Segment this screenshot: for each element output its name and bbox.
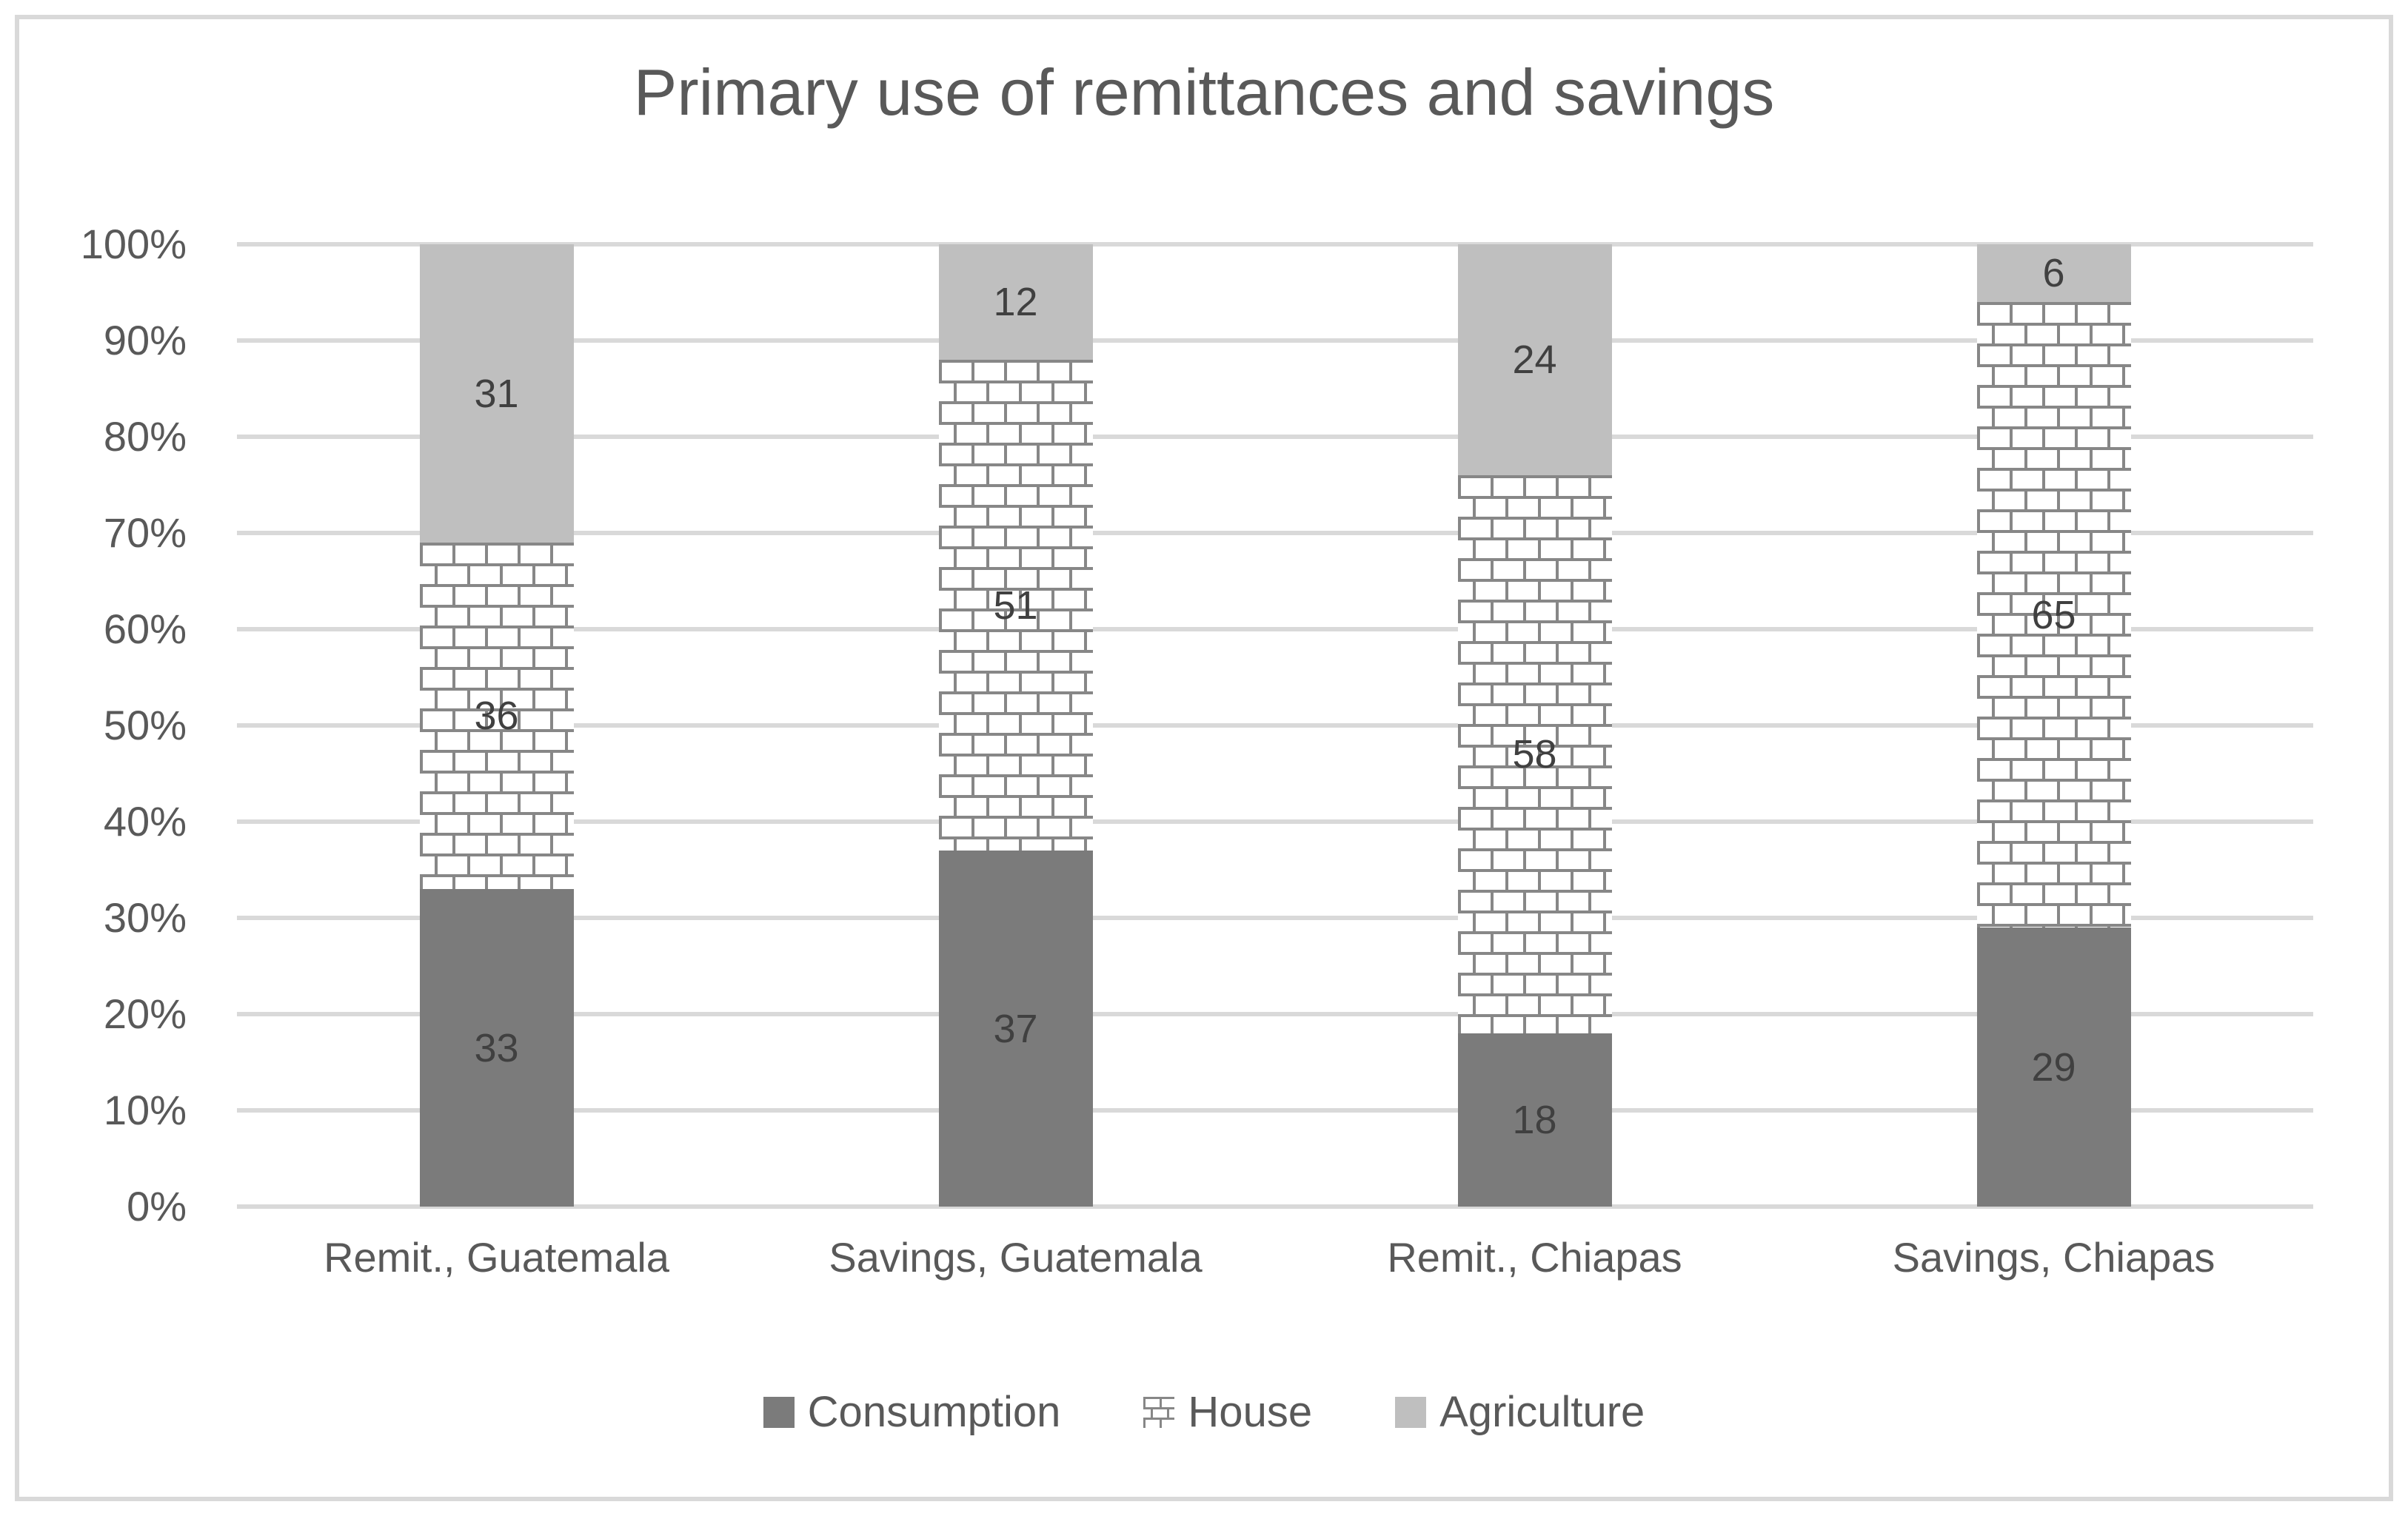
bar-segment-house: 36 [419,543,574,889]
data-label: 6 [2042,251,2065,295]
bar-segment-agriculture: 24 [1457,244,1612,475]
gridline-90% [237,338,2313,343]
x-tick-label: Remit., Chiapas [1387,1234,1682,1281]
gridline-0% [237,1204,2313,1209]
gridline-10% [237,1108,2313,1113]
y-tick-label: 30% [103,894,187,941]
data-label: 58 [1512,732,1557,777]
y-axis: 0% 10% 20% 30% 40% 50% 60% 70% 80% 90% 100% [30,221,187,1230]
x-tick-label: Remit., Guatemala [324,1234,669,1281]
x-tick-label: Savings, Guatemala [829,1234,1203,1281]
brick-fill [938,360,1093,851]
data-label: 12 [993,280,1038,324]
x-tick-label: Savings, Chiapas [1892,1234,2215,1281]
gridlines [237,242,2313,1209]
chart-title: Primary use of remittances and savings [633,56,1775,129]
legend-label: Agriculture [1439,1388,1645,1436]
gridline-20% [237,1012,2313,1016]
data-label: 24 [1512,338,1557,382]
plot-area: 33 36 31 37 51 12 18 58 24 29 65 6 [237,242,2313,1209]
y-tick-label: 0% [127,1183,187,1230]
brick-fill [1457,475,1612,1033]
bar-segment-house: 65 [1976,302,2131,928]
legend-swatch-agriculture [1395,1396,1427,1428]
stacked-bar: 18 58 24 [1457,244,1612,1207]
gridline-50% [237,723,2313,728]
y-tick-label: 50% [103,702,187,748]
bar-segment-consumption: 37 [938,851,1093,1207]
y-tick-label: 40% [103,798,187,845]
gridline-60% [237,627,2313,631]
data-label: 33 [474,1025,519,1070]
bar-segment-consumption: 29 [1976,928,2131,1207]
bar-segment-agriculture: 12 [938,244,1093,360]
legend-swatch-house [1143,1396,1175,1428]
bar-segment-consumption: 33 [419,889,574,1207]
data-label: 65 [2031,592,2076,637]
bar-slot: 37 51 12 [756,244,1275,1207]
stacked-bar: 29 65 6 [1976,244,2131,1207]
y-tick-label: 10% [103,1087,187,1133]
y-tick-label: 60% [103,606,187,652]
gridline-70% [237,531,2313,535]
brick-fill [419,543,574,889]
bars-layer: 33 36 31 37 51 12 18 58 24 29 65 6 [237,244,2313,1207]
y-tick-label: 80% [103,413,187,460]
legend-item-agriculture: Agriculture [1395,1387,1645,1437]
bar-slot: 29 65 6 [1794,244,2313,1207]
legend: Consumption House Agriculture [0,1387,2408,1437]
brick-fill [1976,302,2131,928]
gridline-40% [237,819,2313,824]
legend-label: House [1188,1388,1313,1436]
y-tick-label: 70% [103,509,187,556]
bar-segment-house: 51 [938,360,1093,851]
legend-item-consumption: Consumption [763,1387,1061,1437]
data-label: 18 [1512,1098,1557,1142]
data-label: 36 [474,694,519,738]
data-label: 29 [2031,1044,2076,1090]
y-tick-label: 100% [80,221,187,267]
data-label: 37 [993,1006,1038,1051]
bar-segment-agriculture: 6 [1976,244,2131,302]
legend-label: Consumption [807,1388,1061,1436]
stacked-bar: 37 51 12 [938,244,1093,1207]
legend-item-house: House [1143,1387,1312,1437]
bar-segment-house: 58 [1457,475,1612,1033]
data-label: 51 [993,583,1038,628]
gridline-100% [237,242,2313,246]
stacked-bar: 33 36 31 [419,244,574,1207]
y-tick-label: 20% [103,990,187,1037]
y-tick-label: 90% [103,317,187,363]
bar-segment-consumption: 18 [1457,1033,1612,1207]
data-label: 31 [474,371,519,416]
bar-slot: 18 58 24 [1275,244,1794,1207]
bar-segment-agriculture: 31 [419,244,574,543]
x-axis: Remit., Guatemala Savings, Guatemala Remit… [237,1233,2313,1281]
bar-slot: 33 36 31 [237,244,756,1207]
gridline-80% [237,435,2313,439]
gridline-30% [237,916,2313,920]
legend-swatch-consumption [763,1396,795,1428]
